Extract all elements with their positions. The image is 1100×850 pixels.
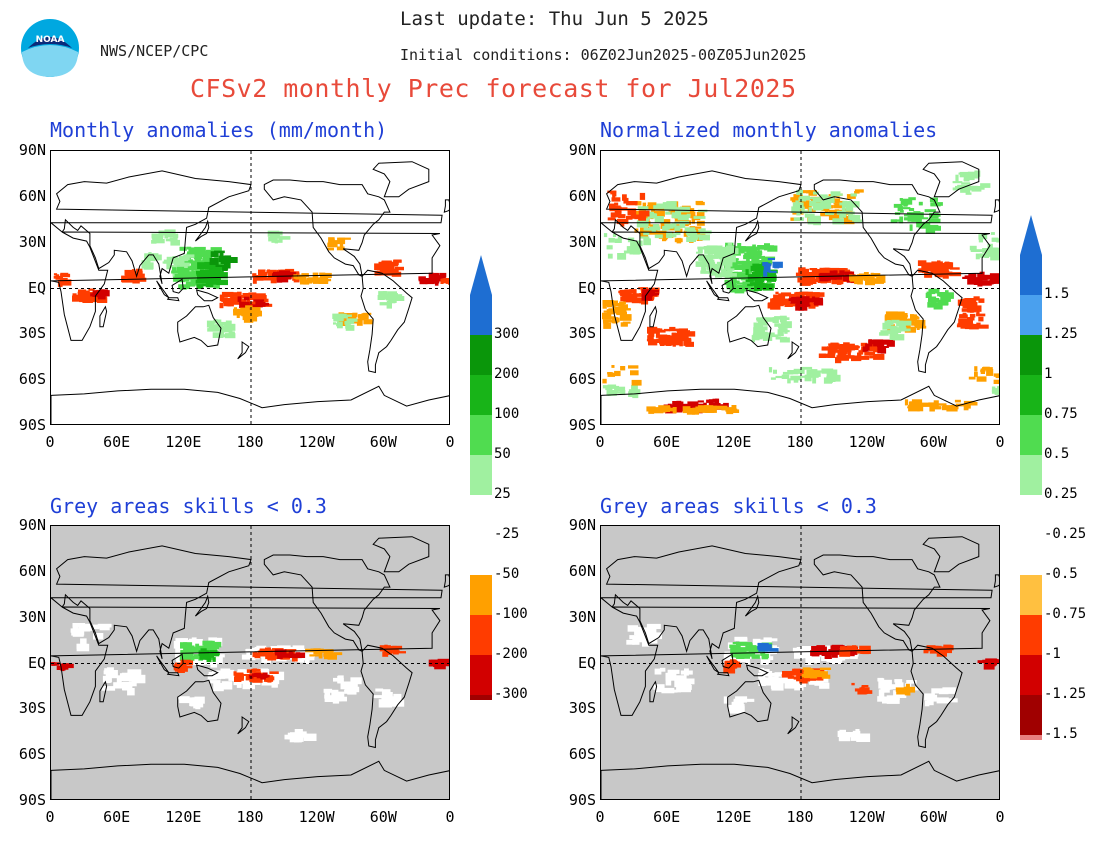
colorbar-tick-label: 0.25 <box>1044 486 1078 502</box>
colorbar-tick-label: -1.25 <box>1044 686 1087 702</box>
initial-conditions: Initial conditions: 06Z02Jun2025-00Z05Ju… <box>400 46 807 64</box>
colorbar-tick-label: 300 <box>494 326 520 342</box>
last-update: Last update: Thu Jun 5 2025 <box>400 8 709 30</box>
lon-label: 0 <box>595 808 605 826</box>
colorbar-tick-label: -1 <box>1044 646 1061 662</box>
lon-label: 0 <box>45 433 55 451</box>
lat-label: 60N <box>568 561 596 580</box>
lat-label: 60S <box>18 745 46 764</box>
lat-label: 30N <box>568 232 596 251</box>
lon-label: 120W <box>848 433 885 451</box>
lat-label: 60S <box>568 745 596 764</box>
lon-label: 120E <box>165 808 202 826</box>
lat-label: 90N <box>18 516 46 534</box>
lat-label: EQ <box>577 653 596 672</box>
lon-label: 0 <box>995 808 1005 826</box>
lat-label: 30N <box>18 607 46 626</box>
panel-title-skill-left: Grey areas skills < 0.3 <box>50 494 327 518</box>
lat-label: 30N <box>18 232 46 251</box>
lon-label: 60W <box>369 808 397 826</box>
lon-label: 60E <box>653 808 681 826</box>
colorbar-tick-label: 0.75 <box>1044 406 1078 422</box>
lat-label: 60N <box>18 561 46 580</box>
lon-label: 60W <box>919 808 947 826</box>
colorbar-tick-label: 100 <box>494 406 520 422</box>
lat-label: 30S <box>568 699 596 718</box>
lon-label: 180 <box>236 433 264 451</box>
map-anomalies-skill-masked <box>50 525 450 800</box>
lon-label: 60W <box>369 433 397 451</box>
lon-label: 60E <box>103 808 131 826</box>
lat-label: 60N <box>18 186 46 205</box>
page-title: CFSv2 monthly Prec forecast for Jul2025 <box>190 74 797 103</box>
lon-label: 0 <box>995 433 1005 451</box>
lat-label: 90N <box>18 141 46 159</box>
lon-label: 0 <box>445 433 455 451</box>
colorbar-tick-label: 200 <box>494 366 520 382</box>
lat-label: 90S <box>18 791 46 809</box>
lat-label: 60S <box>18 370 46 389</box>
panel-title-skill-right: Grey areas skills < 0.3 <box>600 494 877 518</box>
colorbar-tick-label: -0.5 <box>1044 566 1078 582</box>
lon-label: 180 <box>786 433 814 451</box>
lat-label: 90N <box>568 516 596 534</box>
lon-label: 60W <box>919 433 947 451</box>
colorbar-tick-label: -300 <box>494 686 528 702</box>
noaa-logo: NOAA <box>20 18 80 78</box>
lat-label: 90S <box>568 791 596 809</box>
agency-label: NWS/NCEP/CPC <box>100 42 209 60</box>
lat-label: 30S <box>18 699 46 718</box>
panel-title-anomalies: Monthly anomalies (mm/month) <box>50 118 388 142</box>
lat-label: 60N <box>568 186 596 205</box>
lon-label: 120W <box>298 433 335 451</box>
colorbar-tick-label: -25 <box>494 526 520 542</box>
lon-label: 120W <box>298 808 335 826</box>
lon-label: 0 <box>595 433 605 451</box>
lon-label: 0 <box>45 808 55 826</box>
colorbar-tick-label: -50 <box>494 566 520 582</box>
lon-label: 180 <box>236 808 264 826</box>
lat-label: 30S <box>18 324 46 343</box>
colorbar-tick-label: -1.5 <box>1044 726 1078 742</box>
colorbar-tick-label: 50 <box>494 446 511 462</box>
colorbar-tick-label: 1.5 <box>1044 286 1070 302</box>
lat-label: 30N <box>568 607 596 626</box>
colorbar-tick-label: 1.25 <box>1044 326 1078 342</box>
lon-label: 180 <box>786 808 814 826</box>
lon-label: 120E <box>715 808 752 826</box>
lon-label: 120E <box>715 433 752 451</box>
colorbar-tick-label: -200 <box>494 646 528 662</box>
lat-label: 90N <box>568 141 596 159</box>
lat-label: 90S <box>568 416 596 434</box>
svg-text:NOAA: NOAA <box>36 35 65 45</box>
lat-label: 30S <box>568 324 596 343</box>
panel-title-normalized: Normalized monthly anomalies <box>600 118 938 142</box>
colorbar-tick-label: 1 <box>1044 366 1053 382</box>
lat-label: 60S <box>568 370 596 389</box>
colorbar-left <box>466 250 496 775</box>
colorbar-tick-label: -100 <box>494 606 528 622</box>
lat-label: EQ <box>577 278 596 297</box>
lon-label: 60E <box>653 433 681 451</box>
colorbar-tick-label: 25 <box>494 486 511 502</box>
colorbar-tick-label: -0.25 <box>1044 526 1087 542</box>
lon-label: 120E <box>165 433 202 451</box>
lon-label: 60E <box>103 433 131 451</box>
lat-label: 90S <box>18 416 46 434</box>
map-normalized-anomalies <box>600 150 1000 425</box>
colorbar-tick-label: 0.5 <box>1044 446 1070 462</box>
map-monthly-anomalies <box>50 150 450 425</box>
map-normalized-skill-masked <box>600 525 1000 800</box>
lon-label: 120W <box>848 808 885 826</box>
colorbar-right <box>1016 210 1046 815</box>
lat-label: EQ <box>27 278 46 297</box>
lat-label: EQ <box>27 653 46 672</box>
lon-label: 0 <box>445 808 455 826</box>
colorbar-tick-label: -0.75 <box>1044 606 1087 622</box>
